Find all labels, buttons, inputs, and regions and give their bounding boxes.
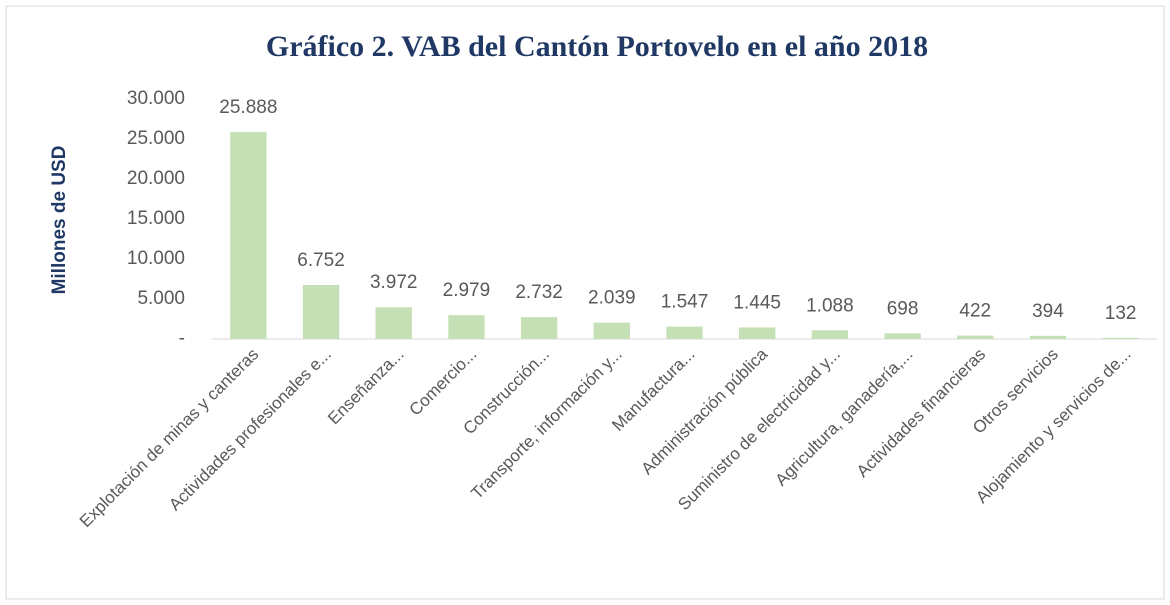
y-tick-label: 25.000 xyxy=(127,128,185,149)
bar xyxy=(448,315,485,339)
value-label: 394 xyxy=(1032,301,1064,322)
value-label: 698 xyxy=(887,298,919,319)
y-tick-label: 10.000 xyxy=(127,248,185,269)
y-tick-label: 20.000 xyxy=(127,168,185,189)
value-label: 1.088 xyxy=(806,295,854,316)
value-label: 25.888 xyxy=(219,97,277,118)
bar xyxy=(666,326,703,339)
bar xyxy=(1029,335,1067,339)
value-label: 1.547 xyxy=(661,292,709,313)
bar xyxy=(739,327,776,339)
bar xyxy=(593,322,630,339)
bar xyxy=(520,317,558,339)
value-label: 2.732 xyxy=(515,282,563,303)
value-label: 3.972 xyxy=(370,272,418,293)
y-axis-label: Millones de USD xyxy=(49,146,70,295)
y-tick-label: 15.000 xyxy=(127,208,185,229)
value-label: 6.752 xyxy=(297,250,345,271)
chart-frame xyxy=(5,5,1165,600)
value-label: 2.979 xyxy=(443,280,491,301)
bar xyxy=(957,335,994,339)
chart-title: Gráfico 2. VAB del Cantón Portovelo en e… xyxy=(266,30,928,63)
value-label: 2.039 xyxy=(588,288,636,309)
bar xyxy=(375,307,412,339)
value-label: 1.445 xyxy=(733,292,781,313)
y-tick-label: - xyxy=(179,328,185,349)
bar xyxy=(1102,337,1139,339)
bar xyxy=(884,333,921,339)
bar xyxy=(811,330,849,339)
y-tick-label: 30.000 xyxy=(127,88,185,109)
bar xyxy=(230,131,267,339)
value-label: 422 xyxy=(959,301,991,322)
y-tick-label: 5.000 xyxy=(137,288,185,309)
value-label: 132 xyxy=(1105,303,1137,324)
bar xyxy=(302,284,340,339)
